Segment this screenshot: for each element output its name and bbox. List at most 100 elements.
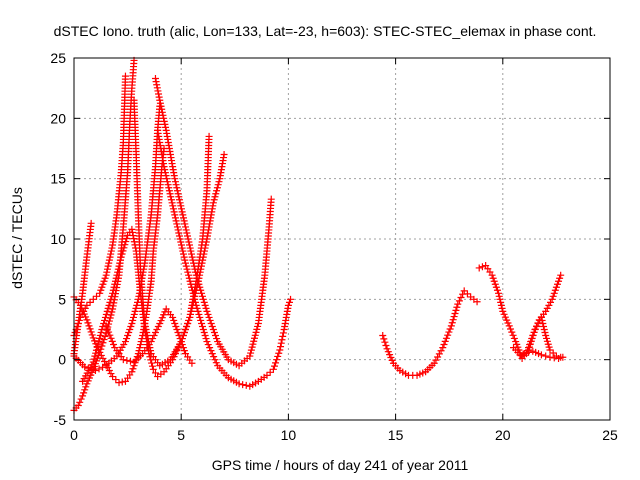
data-point-trail [540,322,548,330]
data-point-trail [381,338,389,346]
data-point-trail [111,280,119,288]
data-point-trail [167,196,175,204]
y-tick-label: 0 [58,352,66,368]
data-point-trail [143,332,151,340]
data-point-trail [437,347,445,355]
data-point [473,298,481,306]
data-point [121,72,129,80]
data-point-trail [277,343,285,351]
data-point [192,301,200,309]
data-point-trail [185,238,193,246]
data-point-trail [250,337,258,345]
data-point [546,353,554,361]
data-point-trail [279,332,287,340]
data-point-trail [525,348,533,356]
data-point-trail [119,247,127,255]
data-point [117,253,125,261]
data-point [171,175,179,183]
data-point-trail [129,316,137,324]
data-point-trail [172,217,180,225]
data-point-trail [129,313,137,321]
data-point-trail [180,329,188,337]
data-point-trail [101,332,109,340]
data-point-trail [446,325,454,333]
data-point-trail [183,229,191,237]
data-point [203,338,211,346]
data-point [89,358,97,366]
data-point-trail [179,214,187,222]
data-point-trail [158,108,166,116]
data-point-trail [434,353,442,361]
data-point-trail [103,265,111,273]
data-point-trail [457,294,465,302]
data-point-trail [175,196,183,204]
data-point [276,346,284,354]
data-point-trail [206,316,214,324]
data-point-trail [215,178,223,186]
data-point-trail [191,295,199,303]
data-point-trail [214,181,222,189]
data-point-trail [151,329,159,337]
data-point-trail [92,349,100,357]
data-point-trail [212,332,220,340]
data-point [557,271,565,279]
data-point-trail [196,313,204,321]
data-point-trail [489,274,497,282]
series-14 [520,347,563,362]
data-point-trail [187,280,195,288]
data-point-trail [176,199,184,207]
data-point-trail [492,283,500,291]
data-point-trail [81,386,89,394]
data-point-trail [86,298,94,306]
data-point-trail [248,343,256,351]
data-point-trail [508,328,516,336]
data-point-trail [543,304,551,312]
data-point-trail [105,259,113,267]
data-point-trail [449,316,457,324]
data-point-trail [86,325,94,333]
data-point-trail [98,342,106,350]
data-point-trail [84,319,92,327]
data-point-trail [198,292,206,300]
data-point [188,359,196,367]
data-point-trail [108,337,116,345]
y-tick-label: 15 [50,171,66,187]
data-point-trail [175,229,183,237]
data-point-trail [205,313,213,321]
data-point-trail [126,326,134,333]
data-point-trail [201,301,209,309]
data-point-trail [159,111,167,119]
data-point-trail [495,292,503,300]
data-point-trail [177,202,185,210]
data-point-trail [107,370,115,378]
data-point-trail [97,286,105,294]
data-point-trail [212,359,220,367]
data-point-trail [155,93,163,101]
data-point-trail [161,169,169,177]
data-point-trail [188,253,196,261]
data-point-trail [182,262,190,270]
data-point-trail [196,271,204,279]
data-point-trail [105,256,113,264]
data-point [121,338,129,346]
data-point [379,332,387,340]
data-point-trail [195,310,203,318]
data-point-trail [453,303,461,311]
data-point-trail [200,329,208,337]
data-point-trail [131,307,139,315]
data-point-trail [112,376,120,384]
data-point [160,163,168,171]
data-point-trail [103,325,111,333]
series-12 [475,262,567,362]
data-point [495,289,503,297]
data-point-trail [202,335,210,343]
data-point-trail [183,265,191,273]
data-point-trail [172,181,180,189]
data-point-trail [108,292,116,300]
data-point-trail [176,335,184,343]
data-point-trail [162,172,170,180]
data-point-trail [187,247,195,255]
data-point-trail [212,190,220,198]
data-point-trail [380,335,388,343]
data-point [546,346,554,354]
